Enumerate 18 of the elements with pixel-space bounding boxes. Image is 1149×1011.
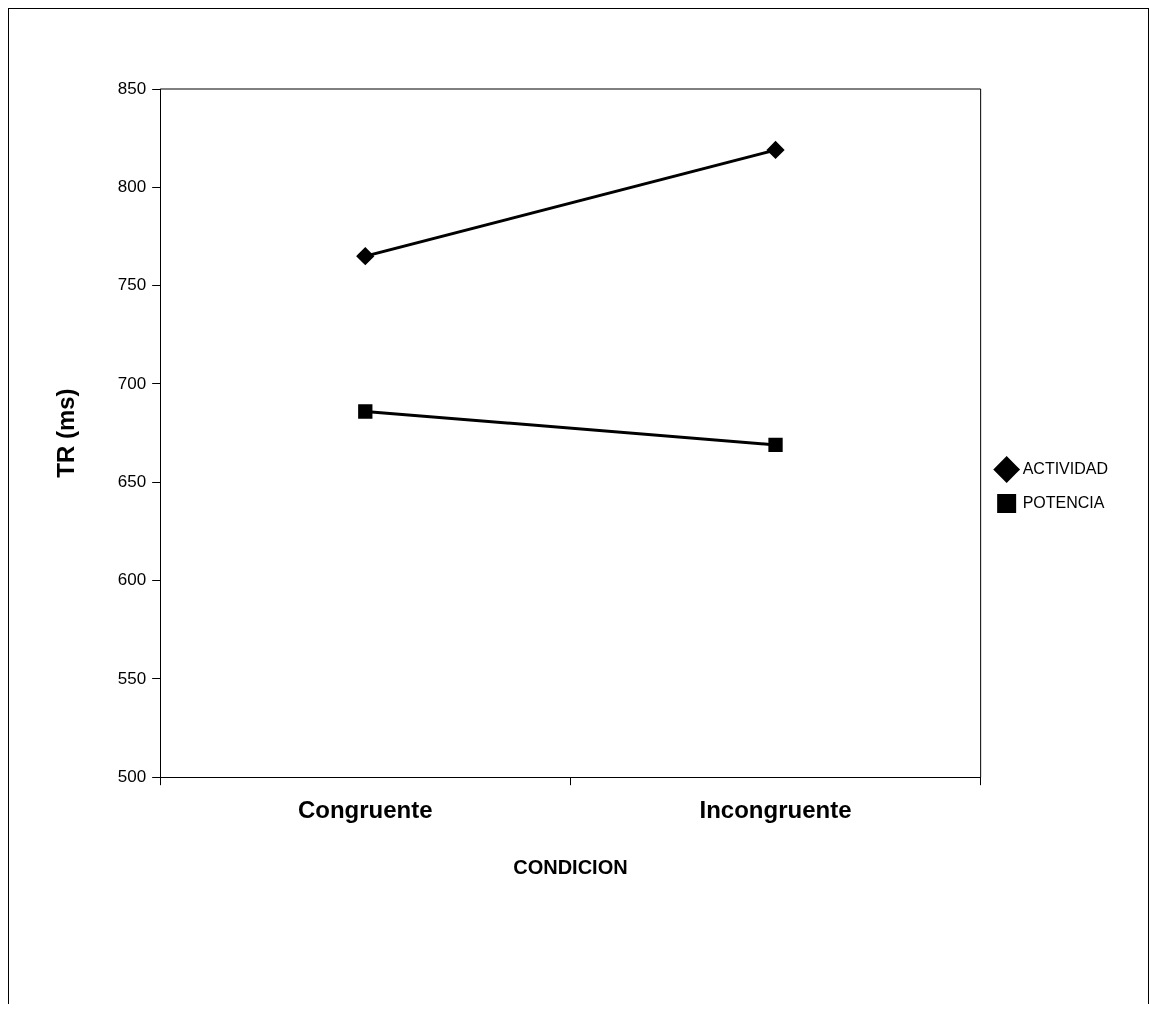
y-tick-label: 700: [117, 373, 147, 393]
legend-label: POTENCIA: [1022, 493, 1105, 511]
x-tick-label: Congruente: [297, 796, 433, 824]
legend-label: ACTIVIDAD: [1022, 459, 1108, 477]
x-axis-title: CONDICION: [513, 855, 628, 878]
y-tick-label: 650: [117, 471, 147, 491]
point: [767, 141, 785, 159]
y-tick-label: 500: [117, 766, 147, 786]
y-tick-label: 850: [117, 78, 147, 98]
y-axis-title: TR (ms): [52, 388, 80, 478]
y-tick-label: 750: [117, 275, 147, 295]
y-tick-label: 550: [117, 668, 147, 688]
point: [356, 247, 374, 265]
x-tick-label: Incongruente: [699, 796, 852, 824]
y-tick-label: 800: [117, 177, 147, 196]
y-tick-label: 600: [117, 570, 147, 590]
point: [358, 404, 373, 419]
point: [768, 437, 783, 453]
